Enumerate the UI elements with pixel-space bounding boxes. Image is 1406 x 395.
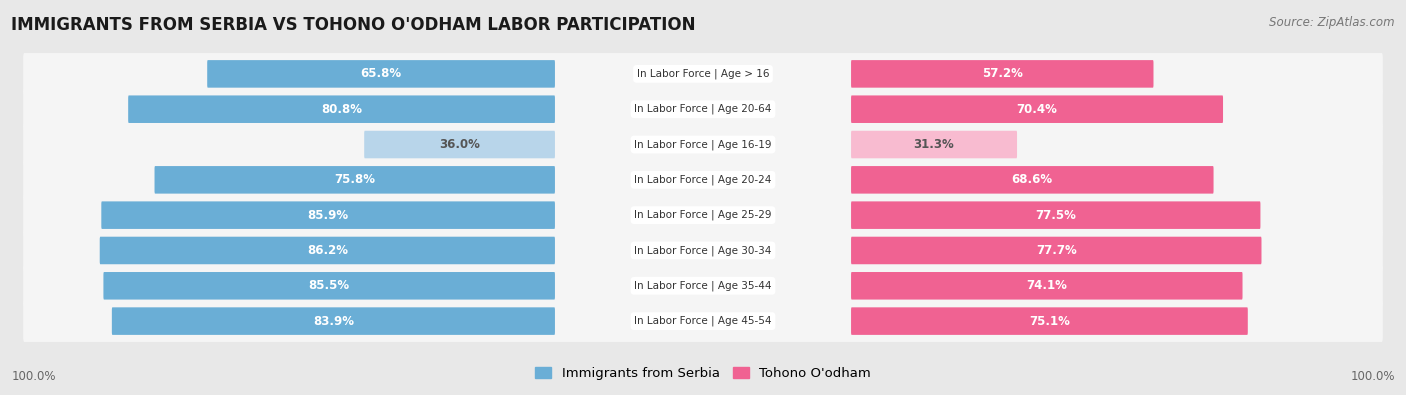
FancyBboxPatch shape xyxy=(22,229,1384,271)
FancyBboxPatch shape xyxy=(22,300,1384,342)
Text: 100.0%: 100.0% xyxy=(11,370,56,383)
Text: 74.1%: 74.1% xyxy=(1026,279,1067,292)
Text: In Labor Force | Age 20-24: In Labor Force | Age 20-24 xyxy=(634,175,772,185)
Text: 57.2%: 57.2% xyxy=(981,68,1022,81)
FancyBboxPatch shape xyxy=(101,201,555,229)
FancyBboxPatch shape xyxy=(207,60,555,88)
Text: In Labor Force | Age 35-44: In Labor Force | Age 35-44 xyxy=(634,280,772,291)
Legend: Immigrants from Serbia, Tohono O'odham: Immigrants from Serbia, Tohono O'odham xyxy=(531,363,875,384)
FancyBboxPatch shape xyxy=(22,194,1384,236)
Text: 75.1%: 75.1% xyxy=(1029,314,1070,327)
Text: In Labor Force | Age 25-29: In Labor Force | Age 25-29 xyxy=(634,210,772,220)
FancyBboxPatch shape xyxy=(22,53,1384,95)
Text: 65.8%: 65.8% xyxy=(360,68,402,81)
Text: In Labor Force | Age 45-54: In Labor Force | Age 45-54 xyxy=(634,316,772,326)
Text: In Labor Force | Age 20-64: In Labor Force | Age 20-64 xyxy=(634,104,772,115)
FancyBboxPatch shape xyxy=(155,166,555,194)
Text: 83.9%: 83.9% xyxy=(314,314,354,327)
Text: In Labor Force | Age > 16: In Labor Force | Age > 16 xyxy=(637,69,769,79)
Text: In Labor Force | Age 16-19: In Labor Force | Age 16-19 xyxy=(634,139,772,150)
FancyBboxPatch shape xyxy=(128,96,555,123)
Text: 80.8%: 80.8% xyxy=(321,103,363,116)
Text: IMMIGRANTS FROM SERBIA VS TOHONO O'ODHAM LABOR PARTICIPATION: IMMIGRANTS FROM SERBIA VS TOHONO O'ODHAM… xyxy=(11,16,696,34)
Text: 68.6%: 68.6% xyxy=(1012,173,1053,186)
FancyBboxPatch shape xyxy=(851,307,1247,335)
FancyBboxPatch shape xyxy=(851,237,1261,264)
FancyBboxPatch shape xyxy=(851,96,1223,123)
FancyBboxPatch shape xyxy=(100,237,555,264)
FancyBboxPatch shape xyxy=(22,265,1384,307)
FancyBboxPatch shape xyxy=(22,88,1384,130)
FancyBboxPatch shape xyxy=(104,272,555,299)
FancyBboxPatch shape xyxy=(22,124,1384,166)
FancyBboxPatch shape xyxy=(851,60,1153,88)
Text: 36.0%: 36.0% xyxy=(439,138,479,151)
Text: 77.7%: 77.7% xyxy=(1036,244,1077,257)
Text: 85.9%: 85.9% xyxy=(308,209,349,222)
Text: 75.8%: 75.8% xyxy=(335,173,375,186)
FancyBboxPatch shape xyxy=(22,159,1384,201)
Text: Source: ZipAtlas.com: Source: ZipAtlas.com xyxy=(1270,16,1395,29)
Text: 77.5%: 77.5% xyxy=(1035,209,1076,222)
Text: 86.2%: 86.2% xyxy=(307,244,347,257)
FancyBboxPatch shape xyxy=(851,272,1243,299)
Text: In Labor Force | Age 30-34: In Labor Force | Age 30-34 xyxy=(634,245,772,256)
Text: 31.3%: 31.3% xyxy=(914,138,955,151)
Text: 70.4%: 70.4% xyxy=(1017,103,1057,116)
FancyBboxPatch shape xyxy=(851,131,1017,158)
FancyBboxPatch shape xyxy=(112,307,555,335)
Text: 85.5%: 85.5% xyxy=(309,279,350,292)
Text: 100.0%: 100.0% xyxy=(1350,370,1395,383)
FancyBboxPatch shape xyxy=(364,131,555,158)
FancyBboxPatch shape xyxy=(851,166,1213,194)
FancyBboxPatch shape xyxy=(851,201,1260,229)
